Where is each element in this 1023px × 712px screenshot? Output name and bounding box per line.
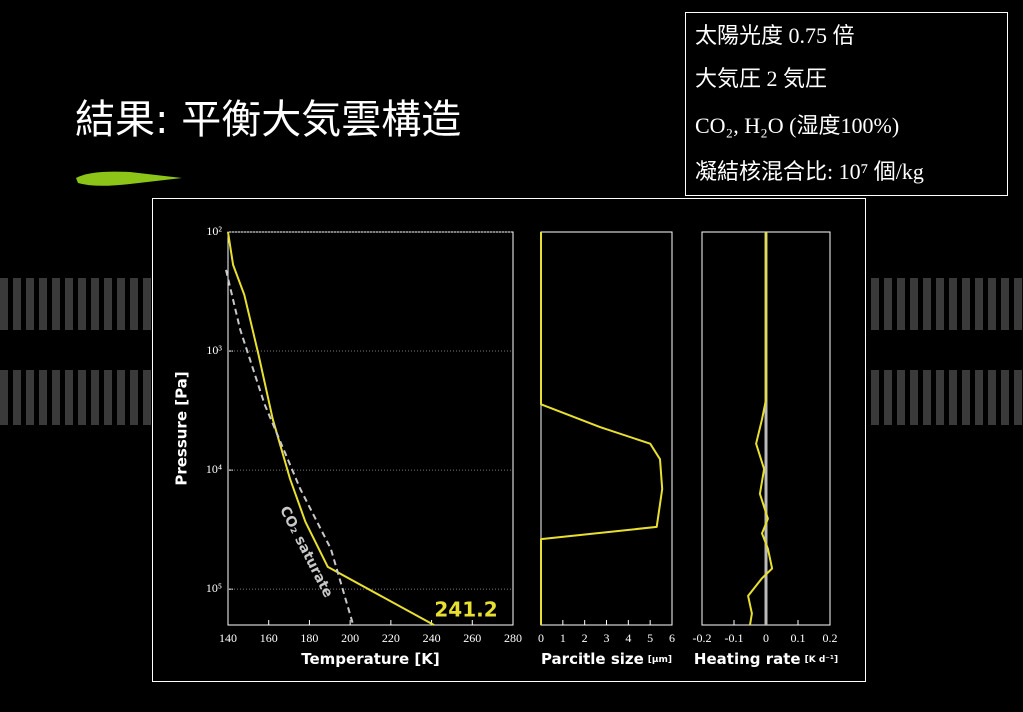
x-axis-label-unit: [K d⁻¹] <box>805 655 838 665</box>
profile-line <box>747 232 774 626</box>
x-tick-label: 2 <box>582 631 588 645</box>
x-tick-label: 280 <box>504 631 522 645</box>
annotation: 241.2 <box>434 598 497 622</box>
profile-line <box>225 269 355 626</box>
profile-line <box>540 232 664 625</box>
x-axis-label: Heating rate [K d⁻¹] <box>694 650 838 668</box>
condition: 凝結核混合比: 10⁷ 個/kg <box>695 159 924 184</box>
condition: 太陽光度 0.75 倍 <box>695 23 855 48</box>
x-tick-label: -0.2 <box>693 631 712 645</box>
x-tick-label: 220 <box>382 631 400 645</box>
conditions-box <box>685 12 1008 196</box>
x-tick-label: 5 <box>647 631 653 645</box>
x-tick-label: 0 <box>763 631 769 645</box>
condition: CO₂, H₂O (湿度100%) <box>695 113 899 138</box>
x-axis-label-text: Heating rate <box>694 650 801 668</box>
x-tick-label: 160 <box>260 631 278 645</box>
y-tick-label: 10⁵ <box>206 581 222 595</box>
y-tick-label: 10² <box>206 224 222 238</box>
x-tick-label: 180 <box>300 631 318 645</box>
x-tick-label: 260 <box>463 631 481 645</box>
x-tick-label: 200 <box>341 631 359 645</box>
y-axis-label: Pressure [Pa] <box>173 371 191 485</box>
x-tick-label: 1 <box>560 631 566 645</box>
x-tick-label: 0 <box>538 631 544 645</box>
x-axis-label: Temperature [K] <box>301 650 439 668</box>
plot-area <box>227 231 514 626</box>
x-tick-label: 0.2 <box>823 631 838 645</box>
slide-title: 結果: 平衡大気雲構造 <box>75 97 461 143</box>
x-axis-label-text: Parcitle size <box>541 650 644 668</box>
x-axis-label: Parcitle size [μm] <box>541 650 672 668</box>
y-tick-label: 10³ <box>206 343 222 357</box>
x-tick-label: 140 <box>219 631 237 645</box>
x-tick-label: 0.1 <box>791 631 806 645</box>
x-tick-label: 6 <box>669 631 675 645</box>
x-tick-label: 4 <box>625 631 631 645</box>
decor-brush <box>76 171 182 186</box>
y-tick-label: 10⁴ <box>206 462 222 476</box>
profile-line <box>227 231 435 626</box>
x-axis-label-text: Temperature [K] <box>301 650 439 668</box>
x-tick-label: 3 <box>604 631 610 645</box>
condition: 大気圧 2 気圧 <box>695 66 827 91</box>
x-tick-label: 240 <box>423 631 441 645</box>
x-tick-label: -0.1 <box>725 631 744 645</box>
decor-stripes <box>0 278 1023 425</box>
x-axis-label-unit: [μm] <box>648 655 672 665</box>
